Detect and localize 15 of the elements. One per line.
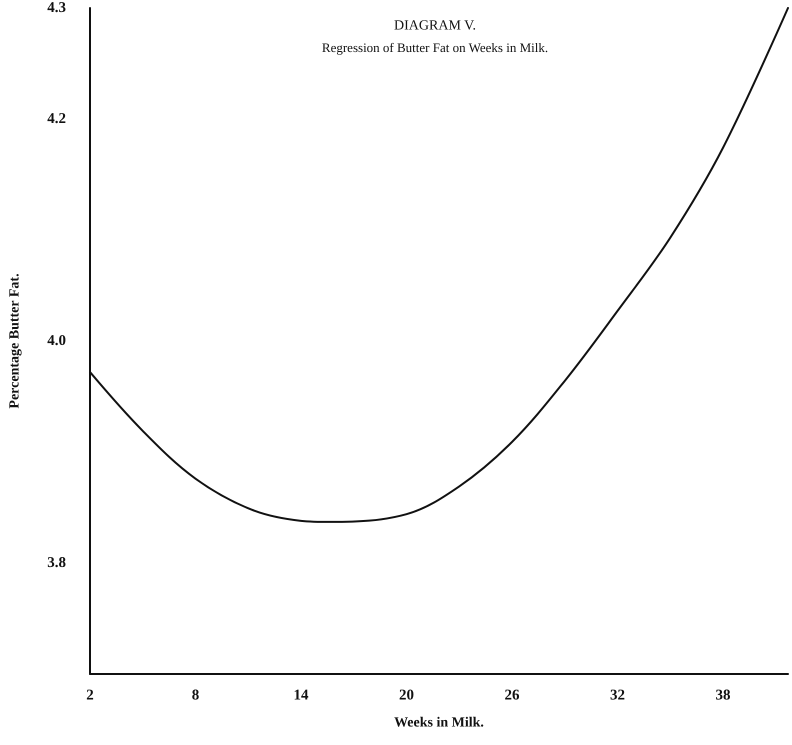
x-tick-label: 2 <box>86 688 94 704</box>
y-axis-title: Percentage Butter Fat. <box>8 273 22 409</box>
x-axis-title: Weeks in Milk. <box>394 716 484 730</box>
x-tick-label: 14 <box>293 688 309 704</box>
x-tick-label: 20 <box>398 688 414 704</box>
x-tick-label: 26 <box>504 688 520 704</box>
y-tick-label: 4.2 <box>47 111 66 127</box>
x-tick-label: 8 <box>192 688 200 704</box>
text: DIAGRAM V. <box>394 18 476 34</box>
y-tick-label: 3.8 <box>47 555 66 571</box>
text: Regression of Butter Fat on Weeks in Milk. <box>322 40 548 55</box>
y-tick-label: 4.0 <box>47 333 66 349</box>
x-tick-label: 32 <box>610 688 625 704</box>
y-tick-label: 4.3 <box>47 0 66 16</box>
x-tick-label: 38 <box>715 688 730 704</box>
